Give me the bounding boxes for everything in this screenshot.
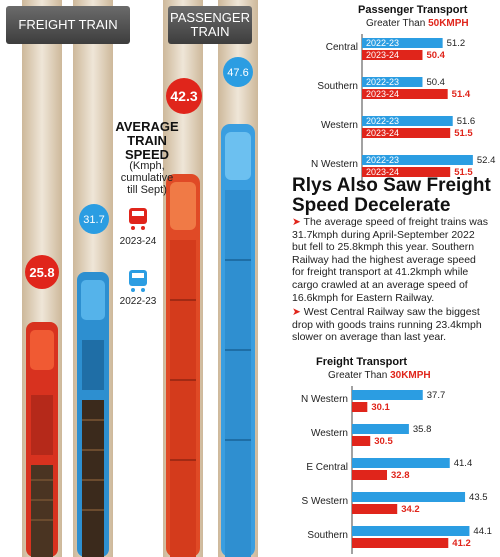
- passenger-label-line1: PASSENGER: [170, 10, 250, 25]
- bar-2023-24: [362, 89, 448, 99]
- bar-2023-24: [362, 128, 451, 138]
- value-label: 37.7: [427, 390, 446, 401]
- bar-2023-24: [352, 470, 388, 480]
- bar-2022-23: [362, 38, 443, 48]
- bar-2022-23: [362, 155, 473, 165]
- value-label: 52.4: [477, 155, 496, 166]
- value-label: 32.8: [391, 470, 410, 481]
- passenger-chart-subtitle: Greater Than 50KMPH: [366, 18, 469, 29]
- category-label: S Western: [302, 496, 349, 507]
- avg-title-line3: SPEED: [124, 147, 170, 162]
- passenger-label-line2: TRAIN: [190, 24, 230, 39]
- passenger-2223-value: 47.6: [227, 67, 248, 79]
- bar-2022-23: [352, 424, 409, 434]
- value-label: 34.2: [401, 504, 420, 515]
- freight-train-header: FREIGHT TRAIN: [6, 6, 130, 44]
- freight-2223-value: 31.7: [83, 214, 104, 226]
- value-label: 30.5: [374, 436, 393, 447]
- series-label: 2022-23: [366, 116, 399, 126]
- value-label: 51.4: [452, 89, 471, 100]
- freight-2324-bubble: 25.8: [25, 255, 59, 289]
- average-speed-title: AVERAGE TRAIN SPEED: [108, 120, 186, 162]
- passenger-2324-value: 42.3: [170, 88, 197, 104]
- bar-2023-24: [352, 402, 368, 412]
- avg-title-line2: TRAIN: [127, 133, 167, 148]
- freight-train-2023-24: [26, 322, 58, 557]
- bar-2023-24: [362, 50, 423, 60]
- value-label: 41.2: [452, 538, 471, 549]
- article-title-line2: Speed Decelerate: [292, 195, 451, 216]
- category-label: N Western: [311, 159, 358, 170]
- avg-sub-line3: till Sept): [127, 184, 167, 196]
- freight-2324-value: 25.8: [29, 265, 54, 280]
- freight-2223-bubble: 31.7: [79, 204, 109, 234]
- value-label: 44.1: [473, 526, 492, 537]
- value-label: 51.6: [457, 116, 476, 127]
- average-speed-subtitle: (Kmph, cumulative till Sept): [108, 160, 186, 196]
- value-label: 35.8: [413, 424, 432, 435]
- freight-train-label: FREIGHT TRAIN: [18, 17, 118, 32]
- freight-chart-title: Freight Transport: [316, 356, 408, 368]
- bar-2022-23: [352, 390, 423, 400]
- passenger-train-header: PASSENGER TRAIN: [168, 6, 252, 44]
- avg-title-line1: AVERAGE: [115, 119, 179, 134]
- article-title: Rlys Also Saw Freight Speed Decelerate: [292, 176, 492, 216]
- series-label: 2023-24: [366, 89, 399, 99]
- passenger-train-2022-23: [221, 124, 255, 557]
- series-label: 2022-23: [366, 77, 399, 87]
- article-paragraph-1: ➤ The average speed of freight trains wa…: [292, 216, 488, 304]
- article-title-line1: Rlys Also Saw Freight: [292, 175, 491, 196]
- passenger-2324-bubble: 42.3: [166, 78, 202, 114]
- bar-2022-23: [362, 116, 453, 126]
- value-label: 51.5: [454, 128, 473, 139]
- series-label: 2023-24: [366, 50, 399, 60]
- category-label: Southern: [307, 530, 348, 541]
- value-label: 30.1: [371, 402, 390, 413]
- bar-2022-23: [352, 458, 450, 468]
- bar-2022-23: [352, 492, 466, 502]
- avg-sub-line1: (Kmph,: [129, 160, 165, 172]
- article-paragraph-2: ➤ West Central Railway saw the biggest d…: [292, 306, 482, 344]
- category-label: N Western: [301, 394, 348, 405]
- legend-2022-23: 2022-23: [119, 296, 157, 307]
- bar-2023-24: [352, 504, 398, 514]
- series-label: 2022-23: [366, 38, 399, 48]
- series-label: 2023-24: [366, 128, 399, 138]
- passenger-train-2023-24: [166, 174, 200, 557]
- value-label: 43.5: [469, 492, 488, 503]
- series-label: 2023-24: [366, 167, 399, 177]
- category-label: E Central: [306, 462, 348, 473]
- bar-2023-24: [352, 538, 449, 548]
- legend-2023-24: 2023-24: [119, 236, 157, 247]
- category-label: Western: [321, 120, 358, 131]
- bar-2023-24: [352, 436, 371, 446]
- category-label: Western: [311, 428, 348, 439]
- bar-2022-23: [352, 526, 470, 536]
- bar-2022-23: [362, 77, 423, 87]
- value-label: 51.5: [454, 167, 473, 178]
- value-label: 50.4: [426, 50, 445, 61]
- value-label: 50.4: [426, 77, 445, 88]
- passenger-2223-bubble: 47.6: [223, 57, 253, 87]
- category-label: Central: [326, 42, 358, 53]
- passenger-chart-title: Passenger Transport: [358, 4, 468, 16]
- avg-sub-line2: cumulative: [120, 172, 174, 184]
- freight-chart-subtitle: Greater Than 30KMPH: [328, 370, 431, 381]
- category-label: Southern: [317, 81, 358, 92]
- value-label: 51.2: [447, 38, 466, 49]
- freight-train-2022-23: [77, 272, 109, 557]
- bar-2023-24: [362, 167, 451, 177]
- series-label: 2022-23: [366, 155, 399, 165]
- value-label: 41.4: [454, 458, 473, 469]
